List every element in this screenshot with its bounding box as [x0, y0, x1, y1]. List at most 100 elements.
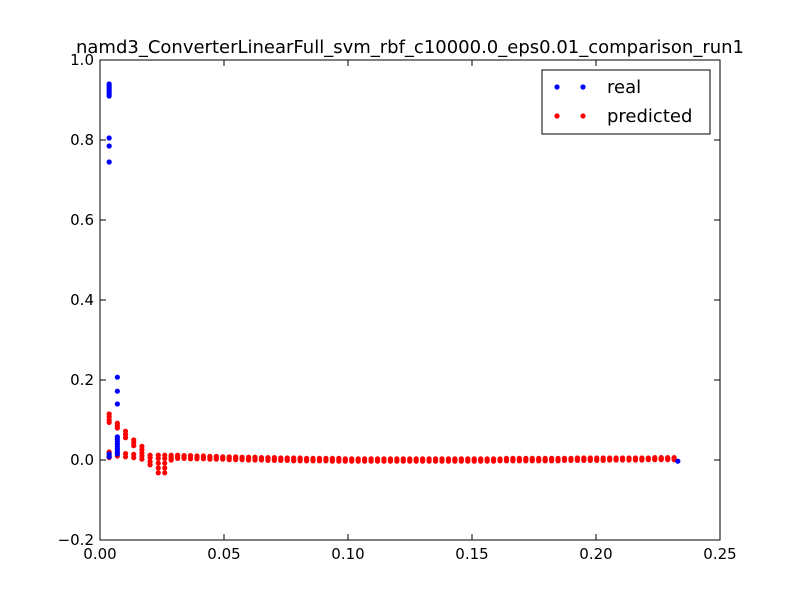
axis-ticks: 0.00 0.05 0.10 0.15 0.20 0.25 −0.2 0.0 0.2 0.4 0.6… — [58, 51, 737, 563]
predicted-point — [407, 458, 413, 464]
predicted-point — [258, 457, 265, 463]
predicted-point — [626, 457, 632, 463]
predicted-point — [162, 460, 168, 466]
predicted-point — [162, 455, 168, 461]
legend-label: predicted — [607, 106, 692, 127]
y-tick-label: 0.8 — [70, 131, 94, 149]
predicted-point — [381, 458, 387, 464]
x-tick-label: 0.20 — [579, 545, 612, 563]
predicted-point — [297, 458, 303, 464]
real-point — [114, 388, 120, 394]
x-tick-label: 0.25 — [703, 545, 736, 563]
predicted-point — [362, 458, 368, 464]
predicted-point — [233, 457, 239, 463]
predicted-point — [265, 457, 271, 463]
real-point — [106, 93, 112, 99]
predicted-point — [561, 457, 568, 463]
predicted-point — [426, 458, 432, 464]
real-point — [114, 401, 120, 407]
predicted-point — [439, 458, 445, 464]
predicted-point — [619, 457, 626, 463]
predicted-point — [542, 458, 548, 464]
predicted-point — [510, 458, 516, 464]
predicted-point — [432, 458, 439, 464]
predicted-point — [147, 455, 153, 461]
predicted-point — [131, 455, 137, 461]
y-tick-label: 0.6 — [70, 211, 94, 229]
predicted-point — [207, 456, 213, 462]
predicted-point — [122, 454, 129, 460]
legend-marker — [554, 113, 560, 119]
predicted-point — [400, 458, 406, 464]
predicted-point — [284, 457, 290, 463]
predicted-point — [594, 457, 600, 463]
predicted-point — [471, 458, 477, 464]
predicted-point — [310, 458, 316, 464]
predicted-point — [303, 458, 310, 464]
predicted-point — [574, 457, 581, 463]
predicted-point — [465, 458, 471, 464]
predicted-point — [452, 458, 458, 464]
predicted-point — [639, 457, 645, 463]
predicted-point — [181, 455, 187, 461]
predicted-point — [374, 458, 381, 464]
legend-marker — [554, 84, 560, 90]
real-point — [106, 159, 112, 165]
predicted-point — [252, 457, 258, 463]
predicted-point — [329, 458, 335, 464]
predicted-point — [220, 456, 226, 462]
predicted-point — [168, 457, 174, 463]
predicted-point — [645, 457, 651, 463]
predicted-point — [387, 458, 394, 464]
predicted-point — [368, 458, 374, 464]
predicted-point — [336, 458, 342, 464]
predicted-point — [155, 460, 161, 466]
legend-box — [541, 69, 711, 135]
predicted-point — [568, 457, 574, 463]
y-tick-label: 0.2 — [70, 371, 94, 389]
predicted-point — [523, 458, 529, 464]
predicted-point — [278, 457, 284, 463]
real-point — [106, 135, 112, 141]
x-tick-label: 0.05 — [207, 545, 240, 563]
predicted-point — [114, 425, 120, 431]
predicted-point — [600, 457, 606, 463]
predicted-point — [607, 457, 613, 463]
predicted-point — [484, 458, 490, 464]
predicted-point — [536, 458, 542, 464]
data-points — [106, 81, 681, 476]
real-point — [114, 374, 120, 380]
predicted-point — [445, 458, 452, 464]
predicted-point — [162, 470, 168, 476]
predicted-point — [549, 458, 555, 464]
predicted-point — [413, 458, 419, 464]
x-tick-label: 0.10 — [331, 545, 364, 563]
predicted-point — [613, 457, 619, 463]
predicted-point — [187, 456, 194, 462]
predicted-point — [245, 457, 252, 463]
predicted-point — [323, 458, 329, 464]
predicted-point — [478, 458, 484, 464]
legend-label: real — [607, 77, 641, 98]
predicted-point — [394, 458, 400, 464]
x-tick-label: 0.00 — [83, 545, 116, 563]
predicted-point — [587, 457, 593, 463]
predicted-point — [147, 462, 153, 468]
legend-marker — [580, 84, 586, 90]
predicted-point — [349, 458, 355, 464]
y-tick-label: −0.2 — [58, 531, 94, 549]
predicted-point — [291, 458, 297, 464]
predicted-point — [503, 458, 510, 464]
y-tick-label: 0.4 — [70, 291, 94, 309]
predicted-point — [342, 458, 348, 464]
real-point — [106, 454, 112, 460]
predicted-point — [155, 465, 161, 471]
predicted-point — [200, 456, 207, 462]
real-point — [675, 458, 681, 464]
predicted-point — [226, 457, 232, 463]
y-tick-label: 0.0 — [70, 451, 94, 469]
predicted-point — [139, 456, 145, 462]
predicted-point — [213, 456, 219, 462]
predicted-point — [658, 457, 664, 463]
